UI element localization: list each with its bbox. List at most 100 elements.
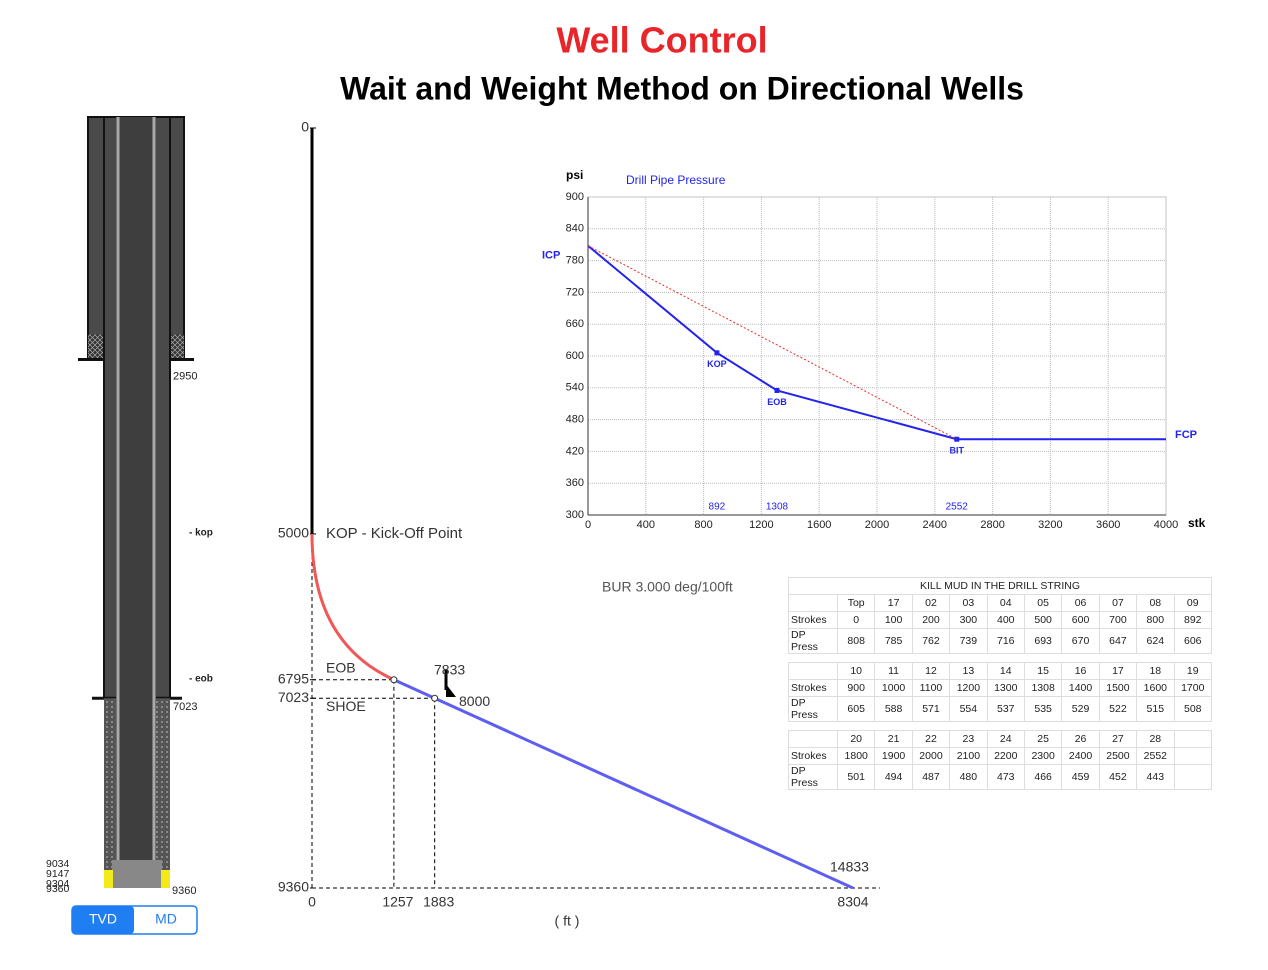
table-title: KILL MUD IN THE DRILL STRING bbox=[788, 577, 1212, 595]
y-tick-label: 480 bbox=[566, 414, 584, 426]
md-label: 7833 bbox=[434, 661, 465, 677]
y-tick-label: 7023 bbox=[278, 689, 309, 705]
bottom-depth-label: 9034 bbox=[46, 858, 70, 870]
table: KILL MUD IN THE DRILL STRING Top 17 02 03 04 0… bbox=[788, 577, 1213, 790]
value-cell: 466 bbox=[1023, 764, 1063, 790]
md-label: 14833 bbox=[830, 859, 869, 875]
header-cell: 27 bbox=[1098, 730, 1138, 748]
header-cell: 24 bbox=[986, 730, 1025, 748]
annotation: FCP bbox=[1175, 429, 1197, 441]
strokes-row: Strokes 900 1000 1100 1200 1300 1308 1400 1500 16… bbox=[788, 679, 1213, 697]
shoe-symbol bbox=[446, 684, 456, 697]
header-cell: 28 bbox=[1136, 730, 1175, 748]
x-tick-label: 8304 bbox=[837, 894, 868, 910]
annotation: SHOE bbox=[326, 698, 366, 714]
value-cell: 2300 bbox=[1023, 747, 1063, 765]
data-line bbox=[587, 245, 957, 440]
value-cell: 473 bbox=[986, 764, 1025, 790]
header-row: 20 21 22 23 24 25 26 27 28 bbox=[788, 730, 1213, 748]
spacer bbox=[789, 654, 1212, 663]
y-tick-label: 420 bbox=[566, 445, 584, 457]
x-tick-label: 800 bbox=[694, 519, 712, 531]
value-cell: 300 bbox=[949, 611, 988, 629]
y-tick-label: 5000 bbox=[278, 525, 309, 541]
marker-label: - kop bbox=[189, 528, 213, 539]
bottom-depth-label: 9147 bbox=[46, 868, 70, 880]
point-x-label: 1308 bbox=[766, 502, 789, 513]
header-cell: 09 bbox=[1173, 594, 1213, 612]
value-cell: 785 bbox=[874, 628, 913, 654]
x-tick-label: 2000 bbox=[865, 519, 889, 531]
drill-pipe bbox=[116, 117, 156, 860]
value-cell: 605 bbox=[836, 696, 876, 722]
chart-title: Drill Pipe Pressure bbox=[626, 173, 726, 187]
header-cell: 07 bbox=[1098, 594, 1138, 612]
value-cell: 1400 bbox=[1061, 679, 1100, 697]
marker-label: - eob bbox=[189, 673, 213, 684]
value-cell bbox=[1173, 764, 1213, 790]
header-cell: 02 bbox=[911, 594, 951, 612]
spacer bbox=[789, 722, 1212, 731]
corner-cell bbox=[788, 662, 838, 680]
y-tick-label: 360 bbox=[566, 477, 584, 489]
point-x-label: 892 bbox=[709, 502, 726, 513]
header-cell: 17 bbox=[1098, 662, 1138, 680]
tab[interactable]: MD bbox=[155, 911, 177, 927]
header-cell: 20 bbox=[836, 730, 876, 748]
header-cell: 23 bbox=[949, 730, 988, 748]
header-row: 10 11 12 13 14 15 16 17 18 19 bbox=[788, 662, 1213, 680]
y-tick-label: 9360 bbox=[278, 879, 309, 895]
subtitle: Wait and Weight Method on Directional We… bbox=[340, 70, 1024, 106]
value-cell: 529 bbox=[1061, 696, 1100, 722]
row-label: Strokes bbox=[788, 679, 838, 697]
header-cell: 13 bbox=[949, 662, 988, 680]
press-row: DP Press 501 494 487 480 473 466 459 452 443 bbox=[788, 764, 1213, 790]
value-cell: 693 bbox=[1023, 628, 1063, 654]
point-label: EOB bbox=[767, 397, 787, 407]
value-cell: 1600 bbox=[1136, 679, 1175, 697]
x-tick-label: 1257 bbox=[382, 894, 413, 910]
value-cell: 494 bbox=[874, 764, 913, 790]
press-row: DP Press 605 588 571 554 537 535 529 522 515 508 bbox=[788, 696, 1213, 722]
value-cell: 670 bbox=[1061, 628, 1100, 654]
value-cell: 522 bbox=[1098, 696, 1138, 722]
header-cell: 17 bbox=[874, 594, 913, 612]
header-cell bbox=[1173, 730, 1213, 748]
value-cell: 400 bbox=[986, 611, 1025, 629]
bit-cutter bbox=[104, 870, 113, 888]
x-tick-label: 3600 bbox=[1096, 519, 1120, 531]
header-cell: 10 bbox=[836, 662, 876, 680]
bottom-depth-label: 9304 bbox=[46, 878, 70, 890]
header-cell: 19 bbox=[1173, 662, 1213, 680]
value-cell: 2100 bbox=[949, 747, 988, 765]
value-cell: 1300 bbox=[986, 679, 1025, 697]
value-cell: 515 bbox=[1136, 696, 1175, 722]
value-cell: 554 bbox=[949, 696, 988, 722]
annotation: BUR 3.000 deg/100ft bbox=[602, 579, 733, 595]
value-cell: 487 bbox=[911, 764, 951, 790]
value-cell: 606 bbox=[1173, 628, 1213, 654]
header-cell: 12 bbox=[911, 662, 951, 680]
data-point bbox=[714, 350, 720, 356]
value-cell: 647 bbox=[1098, 628, 1138, 654]
value-cell: 535 bbox=[1023, 696, 1063, 722]
x-tick-label: 4000 bbox=[1154, 519, 1178, 531]
tab[interactable]: TVD bbox=[89, 911, 117, 927]
value-cell: 739 bbox=[949, 628, 988, 654]
y-tick-label: 0 bbox=[301, 119, 309, 135]
x-tick-label: 2800 bbox=[980, 519, 1004, 531]
value-cell: 588 bbox=[874, 696, 913, 722]
value-cell: 800 bbox=[1136, 611, 1175, 629]
header-cell: 21 bbox=[874, 730, 913, 748]
y-tick-label: 840 bbox=[566, 223, 584, 235]
value-cell: 537 bbox=[986, 696, 1025, 722]
value-cell: 1308 bbox=[1023, 679, 1063, 697]
x-tick-label: 0 bbox=[308, 894, 316, 910]
row-label: Strokes bbox=[788, 611, 838, 629]
x-tick-label: 1883 bbox=[423, 894, 454, 910]
annotation-point bbox=[431, 694, 439, 702]
value-cell: 1200 bbox=[949, 679, 988, 697]
header-cell: 16 bbox=[1061, 662, 1100, 680]
point-label: BIT bbox=[950, 446, 965, 456]
depth-label: 2950 bbox=[173, 370, 197, 382]
